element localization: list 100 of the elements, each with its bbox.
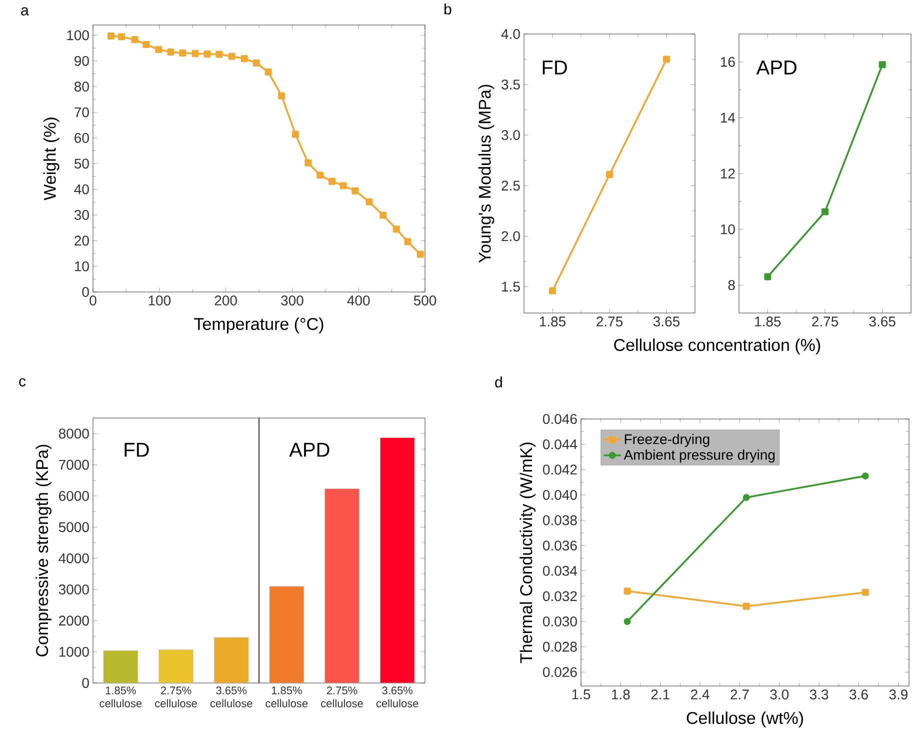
y-tick-label: 0 — [82, 287, 89, 297]
annotation: APD — [756, 60, 796, 74]
y-tick-label: 50 — [74, 158, 89, 169]
point — [380, 212, 387, 219]
y-tick-label: 4.0 — [501, 29, 520, 39]
y-tick-label: 5000 — [58, 522, 89, 532]
y-axis-title: Thermal Conductivity (W/mK) — [520, 442, 536, 664]
y-tick-label: 7000 — [59, 460, 89, 470]
y-tick-label: 40 — [74, 184, 89, 194]
x-tick-label: 3.9 — [889, 690, 908, 700]
point — [131, 36, 138, 44]
point — [142, 41, 150, 48]
x-tick-label: 400 — [347, 296, 370, 306]
y-tick-label: 3.5 — [502, 80, 520, 90]
x-tick-label: 2.1 — [651, 690, 670, 700]
point — [328, 178, 336, 185]
y-tick-label: 60 — [74, 132, 89, 143]
point — [663, 56, 670, 63]
x-tick-label: 3.0 — [770, 690, 789, 700]
annotation: APD — [289, 442, 330, 457]
y-tick-label: 0.038 — [542, 515, 577, 526]
y-tick-label: 0.030 — [542, 616, 577, 626]
annotation: FD — [542, 60, 567, 74]
y-tick-label: 3.0 — [502, 130, 520, 140]
y-tick-label: 80 — [74, 82, 89, 92]
point — [862, 588, 869, 596]
y-tick-label: 0.042 — [542, 464, 577, 475]
x-tick-label: 100 — [148, 296, 171, 306]
point — [340, 182, 347, 190]
point — [764, 273, 772, 280]
point — [316, 172, 324, 179]
point — [742, 494, 750, 501]
x-tick-label: 1.85% cellulose — [266, 686, 308, 708]
point — [155, 46, 162, 54]
y-tick-label: 0.028 — [542, 642, 577, 652]
x-tick-label: 2.75% cellulose — [321, 686, 363, 708]
y-tick-label: 2000 — [59, 616, 89, 626]
point — [216, 50, 223, 58]
y-tick-label: 0.046 — [542, 414, 577, 424]
point — [624, 618, 631, 625]
point — [240, 55, 248, 62]
y-tick-label: 1000 — [59, 646, 89, 657]
x-axis-title: Temperature (°C) — [194, 318, 324, 334]
x-tick-label: 3.65% cellulose — [376, 686, 418, 708]
point — [404, 238, 412, 246]
x-tick-label: 1.85 — [540, 316, 566, 326]
x-tick-label: 3.65 — [653, 316, 680, 326]
x-tick-label: 2.75 — [596, 316, 623, 326]
y-tick-label: 90 — [74, 56, 89, 66]
x-tick-label: 200 — [214, 296, 237, 306]
y-tick-label: 100 — [67, 30, 89, 40]
y-tick-label: 0.040 — [542, 490, 577, 500]
point — [392, 226, 400, 233]
point — [167, 48, 174, 56]
chart-title: a — [21, 7, 29, 16]
x-axis-title: Cellulose (wt%) — [686, 712, 803, 728]
point — [606, 171, 614, 178]
annotation: FD — [124, 442, 149, 457]
y-tick-label: 16 — [720, 56, 735, 67]
x-tick-label: 3.6 — [850, 690, 868, 700]
y-tick-label: 0.034 — [542, 566, 578, 576]
x-tick-label: 3.3 — [810, 690, 828, 700]
x-tick-label: 1.85% cellulose — [100, 686, 142, 708]
bar — [158, 649, 194, 683]
point — [228, 52, 236, 60]
x-tick-label: 1.85 — [755, 316, 781, 326]
y-tick-label: 1.5 — [502, 282, 520, 292]
point — [624, 588, 631, 595]
chart-title: c — [19, 378, 26, 386]
y-tick-label: 8 — [728, 280, 735, 290]
point — [549, 287, 556, 294]
point — [292, 130, 300, 138]
y-tick-label: 12 — [720, 168, 735, 178]
y-tick-label: 10 — [74, 261, 89, 272]
point — [416, 250, 424, 258]
legend-label: Ambient pressure drying — [624, 450, 775, 463]
y-axis-title: Young's Modulus (MPa) — [478, 84, 494, 263]
y-tick-label: 3000 — [58, 584, 89, 594]
point — [118, 33, 126, 40]
point — [822, 208, 829, 216]
y-tick-label: 0.026 — [542, 667, 577, 678]
x-tick-label: 300 — [281, 296, 304, 306]
point — [878, 61, 886, 68]
point — [107, 32, 114, 40]
y-tick-label: 70 — [74, 107, 89, 118]
point — [742, 602, 750, 610]
x-tick-label: 3.65% cellulose — [210, 686, 252, 708]
x-tick-label: 2.75 — [812, 316, 838, 326]
x-tick-label: 1.5 — [572, 690, 590, 700]
x-tick-label: 2.7 — [730, 690, 749, 700]
x-tick-label: 1.8 — [612, 690, 630, 700]
chart-title: d — [495, 376, 502, 388]
x-tick-label: 500 — [414, 296, 436, 306]
y-tick-label: 0.044 — [542, 439, 578, 450]
x-tick-label: 2.75% cellulose — [155, 686, 197, 708]
point — [192, 50, 199, 57]
point — [862, 472, 869, 480]
point — [179, 49, 186, 56]
y-axis-title: Weight (%) — [43, 118, 60, 200]
point — [352, 187, 359, 194]
